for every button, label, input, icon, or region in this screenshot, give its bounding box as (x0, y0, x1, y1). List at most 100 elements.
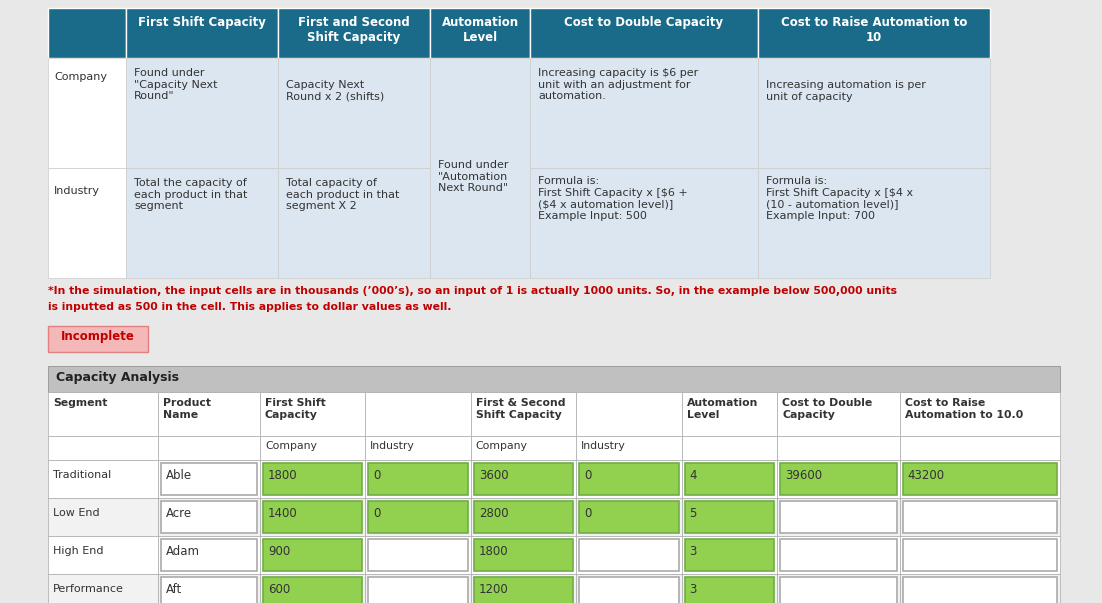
Bar (899, 436, 1060, 460)
Bar (126, 8, 278, 58)
Bar (899, 574, 1060, 603)
Bar (576, 498, 681, 536)
Bar (471, 460, 576, 498)
Text: 39600: 39600 (786, 469, 822, 482)
Bar (684, 577, 775, 603)
Bar (681, 460, 777, 498)
Bar (777, 498, 899, 536)
Text: 0: 0 (584, 507, 592, 520)
Bar (899, 536, 1060, 574)
Text: 900: 900 (268, 545, 290, 558)
Text: 3: 3 (690, 583, 696, 596)
Bar (278, 168, 430, 278)
Bar (777, 392, 899, 436)
Text: Cost to Double Capacity: Cost to Double Capacity (564, 16, 724, 29)
Text: 3: 3 (690, 545, 696, 558)
Bar (368, 463, 467, 495)
Bar (576, 392, 681, 436)
Bar (474, 501, 573, 533)
Text: First and Second
Shift Capacity: First and Second Shift Capacity (299, 16, 410, 44)
Text: Company: Company (476, 441, 528, 451)
Bar (580, 463, 679, 495)
Bar (474, 463, 573, 495)
Bar (684, 501, 775, 533)
Bar (780, 463, 897, 495)
Bar (474, 539, 573, 571)
Text: 4: 4 (690, 469, 698, 482)
Bar (48, 460, 159, 498)
Bar (430, 8, 530, 58)
Bar (758, 168, 990, 278)
Bar (260, 392, 366, 436)
Bar (474, 577, 573, 603)
Bar (366, 436, 471, 460)
Bar (368, 501, 467, 533)
Bar (48, 168, 126, 278)
Text: Low End: Low End (53, 508, 99, 518)
Bar (899, 392, 1060, 436)
Bar (48, 366, 1060, 392)
Text: Capacity Next
Round x 2 (shifts): Capacity Next Round x 2 (shifts) (287, 80, 385, 101)
Bar (263, 463, 363, 495)
Bar (161, 539, 257, 571)
Bar (260, 436, 366, 460)
Bar (48, 326, 148, 352)
Bar (681, 498, 777, 536)
Bar (684, 463, 775, 495)
Bar (260, 498, 366, 536)
Text: Company: Company (264, 441, 317, 451)
Bar (366, 536, 471, 574)
Bar (903, 577, 1057, 603)
Bar (161, 501, 257, 533)
Bar (580, 501, 679, 533)
Bar (471, 436, 576, 460)
Text: Automation
Level: Automation Level (442, 16, 519, 44)
Text: Cost to Double
Capacity: Cost to Double Capacity (782, 398, 873, 420)
Bar (159, 460, 260, 498)
Bar (260, 536, 366, 574)
Text: 43200: 43200 (908, 469, 944, 482)
Bar (471, 498, 576, 536)
Text: Incomplete: Incomplete (61, 330, 134, 343)
Bar (368, 539, 467, 571)
Bar (903, 501, 1057, 533)
Bar (159, 574, 260, 603)
Bar (126, 58, 278, 168)
Text: First Shift Capacity: First Shift Capacity (138, 16, 266, 29)
Text: 2800: 2800 (478, 507, 508, 520)
Text: Formula is:
First Shift Capacity x [$4 x
(10 - automation level)]
Example Input:: Formula is: First Shift Capacity x [$4 x… (766, 176, 914, 221)
Text: 1800: 1800 (268, 469, 298, 482)
Text: is inputted as 500 in the cell. This applies to dollar values as well.: is inputted as 500 in the cell. This app… (48, 302, 452, 312)
Text: Product
Name: Product Name (163, 398, 212, 420)
Text: Found under
"Automation
Next Round": Found under "Automation Next Round" (437, 160, 508, 193)
Bar (260, 574, 366, 603)
Bar (530, 8, 758, 58)
Bar (366, 574, 471, 603)
Text: Traditional: Traditional (53, 470, 111, 480)
Text: Automation
Level: Automation Level (687, 398, 758, 420)
Text: Cost to Raise Automation to
10: Cost to Raise Automation to 10 (781, 16, 968, 44)
Bar (278, 58, 430, 168)
Bar (471, 536, 576, 574)
Text: *In the simulation, the input cells are in thousands (’000’s), so an input of 1 : *In the simulation, the input cells are … (48, 286, 897, 296)
Text: First & Second
Shift Capacity: First & Second Shift Capacity (476, 398, 565, 420)
Bar (159, 536, 260, 574)
Text: Able: Able (166, 469, 193, 482)
Text: 1200: 1200 (478, 583, 508, 596)
Bar (903, 539, 1057, 571)
Bar (48, 8, 126, 58)
Bar (780, 501, 897, 533)
Bar (580, 539, 679, 571)
Bar (366, 460, 471, 498)
Bar (576, 536, 681, 574)
Bar (366, 392, 471, 436)
Text: Formula is:
First Shift Capacity x [$6 +
($4 x automation level)]
Example Input:: Formula is: First Shift Capacity x [$6 +… (538, 176, 688, 221)
Bar (126, 168, 278, 278)
Text: High End: High End (53, 546, 104, 556)
Bar (260, 460, 366, 498)
Bar (48, 392, 159, 436)
Bar (48, 498, 159, 536)
Bar (899, 498, 1060, 536)
Text: Increasing automation is per
unit of capacity: Increasing automation is per unit of cap… (766, 80, 926, 101)
Bar (576, 460, 681, 498)
